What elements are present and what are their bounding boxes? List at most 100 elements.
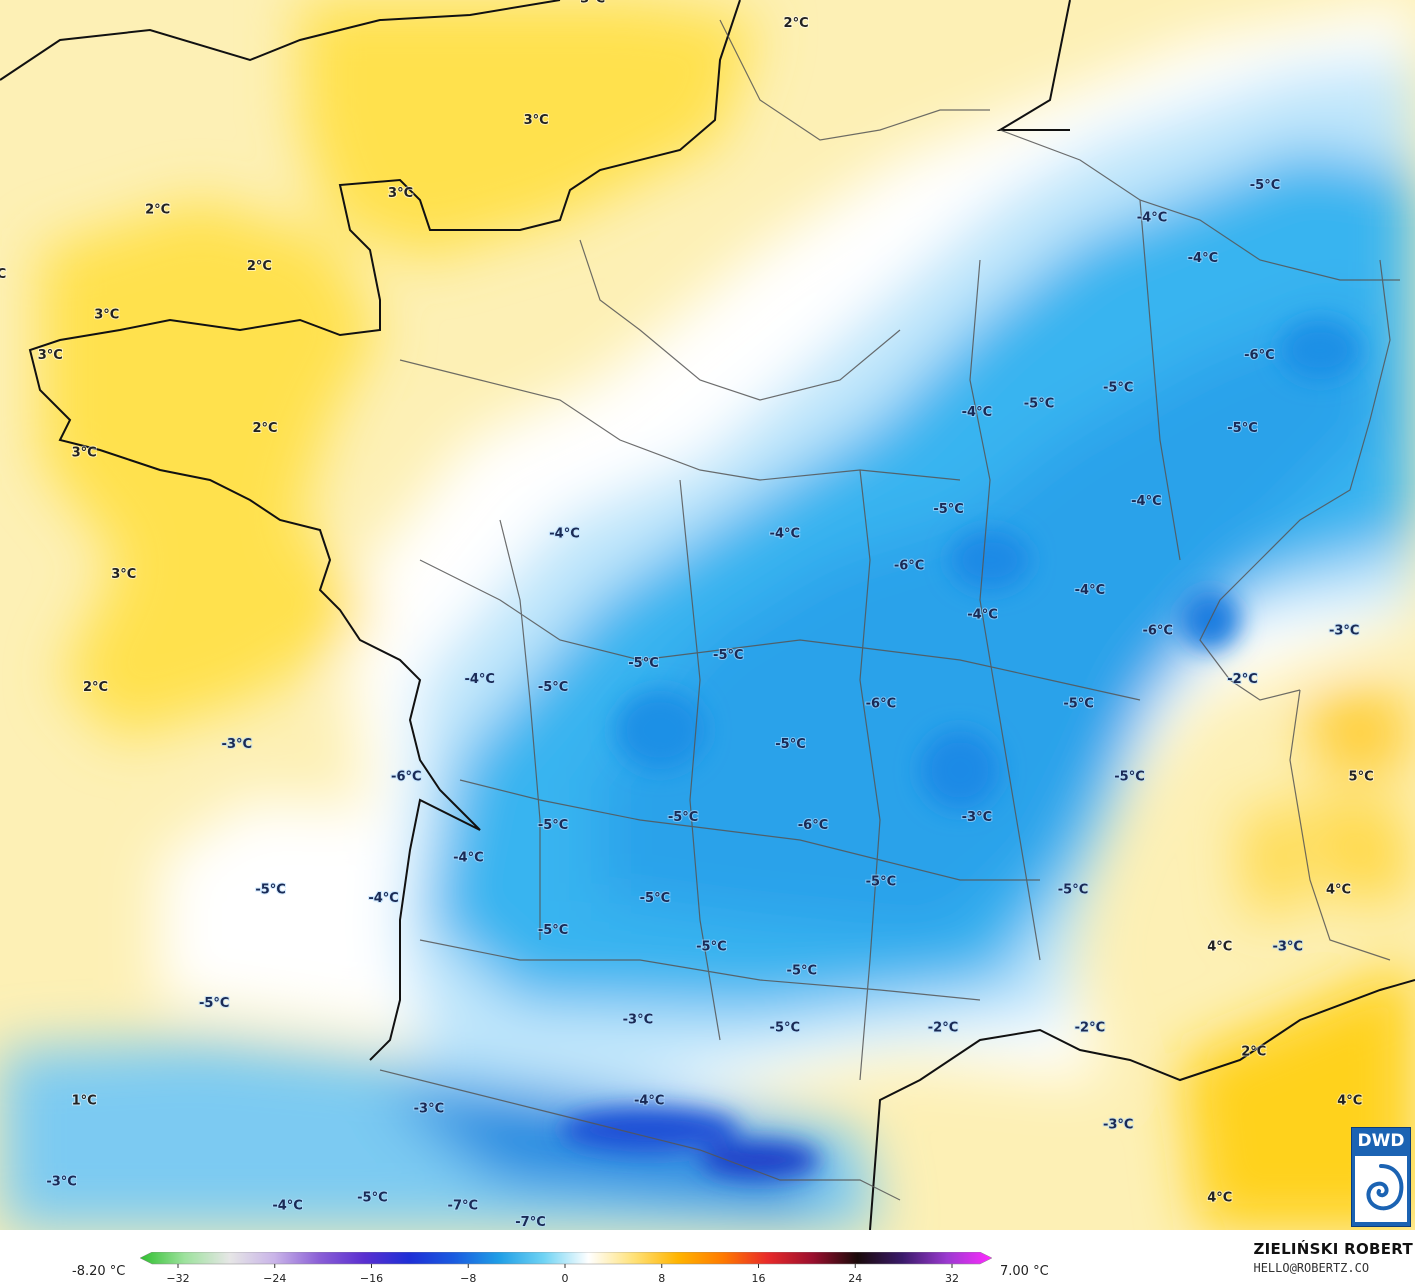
temperature-label: 3°C bbox=[94, 308, 119, 323]
temperature-label: -5°C bbox=[538, 923, 568, 938]
author-email: HELLO@ROBERTZ.CO bbox=[1253, 1261, 1370, 1275]
temperature-label: -5°C bbox=[713, 648, 743, 663]
temperature-label: -5°C bbox=[628, 656, 658, 671]
temperature-label: -4°C bbox=[549, 526, 579, 541]
temperature-label: -5°C bbox=[538, 818, 568, 833]
temperature-label: -4°C bbox=[770, 526, 800, 541]
colorbar-tick-label: 16 bbox=[752, 1272, 766, 1285]
temperature-label: -5°C bbox=[255, 883, 285, 898]
colorbar-tick-label: −16 bbox=[360, 1272, 383, 1285]
temperature-label: -5°C bbox=[1227, 421, 1257, 436]
temperature-label: 3°C bbox=[388, 186, 413, 201]
dwd-logo: DWD bbox=[1351, 1127, 1411, 1227]
dwd-logo-text: DWD bbox=[1352, 1128, 1410, 1154]
temperature-map: 2°C2°C3°C3°C2°C3°C2°C2°C3°C2°C2°C3°C2°C2… bbox=[0, 0, 1415, 1230]
colorbar-tick-label: −8 bbox=[460, 1272, 476, 1285]
scale-max-label: 7.00 °C bbox=[1000, 1264, 1049, 1279]
temperature-label: -4°C bbox=[1131, 494, 1161, 509]
temperature-label: -5°C bbox=[775, 737, 805, 752]
colorbar-ramp bbox=[140, 1252, 993, 1265]
temperature-label: -3°C bbox=[46, 1174, 76, 1189]
author-credit: ZIELIŃSKI ROBERT HELLO@ROBERTZ.CO bbox=[1253, 1240, 1413, 1275]
temperature-label: -3°C bbox=[623, 1012, 653, 1027]
temperature-label: -4°C bbox=[1188, 251, 1218, 266]
temperature-label: -4°C bbox=[1137, 210, 1167, 225]
colorbar-tick-label: −32 bbox=[166, 1272, 189, 1285]
temperature-label: -4°C bbox=[967, 607, 997, 622]
temperature-label: 3°C bbox=[72, 445, 97, 460]
temperature-label: 2°C bbox=[252, 421, 277, 436]
temperature-label: 2°C bbox=[784, 16, 809, 31]
temperature-label: -2°C bbox=[1227, 672, 1257, 687]
colorbar-tick-label: 32 bbox=[945, 1272, 959, 1285]
temperature-label: 2°C bbox=[145, 202, 170, 217]
temperature-label: -3°C bbox=[1329, 624, 1359, 639]
colorbar: −32 −24 −16 −8 0 8 16 24 32 bbox=[140, 1252, 993, 1285]
temperature-label: -4°C bbox=[1075, 583, 1105, 598]
temperature-label: 4°C bbox=[1337, 1093, 1362, 1108]
temperature-label: 3°C bbox=[38, 348, 63, 363]
colorbar-tick-label: 24 bbox=[848, 1272, 862, 1285]
temperature-label: -5°C bbox=[1024, 397, 1054, 412]
colorbar-tick-label: 8 bbox=[658, 1272, 665, 1285]
temperature-label: -5°C bbox=[357, 1191, 387, 1206]
temperature-label: -5°C bbox=[1063, 696, 1093, 711]
temperature-label: 5°C bbox=[1349, 769, 1374, 784]
temperature-label: -5°C bbox=[538, 680, 568, 695]
temperature-label: -5°C bbox=[770, 1020, 800, 1035]
temperature-label: -5°C bbox=[866, 875, 896, 890]
coastline bbox=[0, 0, 1415, 1230]
author-name: ZIELIŃSKI ROBERT bbox=[1253, 1240, 1413, 1258]
temperature-label: 3°C bbox=[111, 567, 136, 582]
temperature-label: -2°C bbox=[1075, 1020, 1105, 1035]
temperature-label: -5°C bbox=[1103, 381, 1133, 396]
temperature-label: -4°C bbox=[368, 891, 398, 906]
temperature-label: 2°C bbox=[0, 267, 6, 282]
temperature-label: 3°C bbox=[580, 0, 605, 7]
colorbar-tick-label: −24 bbox=[263, 1272, 286, 1285]
temperature-label: -3°C bbox=[1272, 939, 1302, 954]
temperature-label: -5°C bbox=[696, 939, 726, 954]
dwd-swirl-icon bbox=[1355, 1156, 1407, 1222]
temperature-label: -5°C bbox=[1058, 883, 1088, 898]
temperature-label: -6°C bbox=[798, 818, 828, 833]
temperature-label: -5°C bbox=[1114, 769, 1144, 784]
temperature-label: -6°C bbox=[866, 696, 896, 711]
temperature-label: -7°C bbox=[448, 1199, 478, 1214]
temperature-label: -4°C bbox=[272, 1199, 302, 1214]
temperature-label: -5°C bbox=[199, 996, 229, 1011]
temperature-label: -4°C bbox=[453, 850, 483, 865]
colorbar-ticks: −32 −24 −16 −8 0 8 16 24 32 bbox=[166, 1264, 959, 1285]
temperature-label: -6°C bbox=[894, 559, 924, 574]
temperature-labels: 2°C2°C3°C3°C2°C3°C2°C2°C3°C2°C2°C3°C2°C2… bbox=[0, 0, 1380, 1230]
temperature-label: -4°C bbox=[962, 405, 992, 420]
scale-min-label: -8.20 °C bbox=[72, 1264, 126, 1279]
temperature-label: -3°C bbox=[414, 1101, 444, 1116]
temperature-label: -5°C bbox=[668, 810, 698, 825]
colorbar-tick-label: 0 bbox=[562, 1272, 569, 1285]
temperature-label: -4°C bbox=[464, 672, 494, 687]
region-borders bbox=[379, 19, 1400, 1201]
temperature-field bbox=[0, 0, 1415, 1230]
temperature-label: -5°C bbox=[933, 502, 963, 517]
temperature-label: -4°C bbox=[634, 1093, 664, 1108]
cold-cores bbox=[560, 320, 1360, 1178]
temperature-label: -6°C bbox=[391, 769, 421, 784]
temperature-label: 4°C bbox=[1326, 883, 1351, 898]
map-canvas: 2°C2°C3°C3°C2°C3°C2°C2°C3°C2°C2°C3°C2°C2… bbox=[0, 0, 1415, 1230]
temperature-label: -7°C bbox=[515, 1215, 545, 1230]
temperature-label: 2°C bbox=[247, 259, 272, 274]
temperature-label: -3°C bbox=[222, 737, 252, 752]
temperature-label: -5°C bbox=[1250, 178, 1280, 193]
temperature-label: 1°C bbox=[72, 1093, 97, 1108]
temperature-label: -5°C bbox=[787, 964, 817, 979]
temperature-label: 3°C bbox=[524, 113, 549, 128]
temperature-label: -2°C bbox=[928, 1020, 958, 1035]
temperature-label: -3°C bbox=[962, 810, 992, 825]
temperature-label: 4°C bbox=[1207, 939, 1232, 954]
temperature-label: -3°C bbox=[1103, 1118, 1133, 1133]
temperature-label: -5°C bbox=[640, 891, 670, 906]
temperature-label: 2°C bbox=[1241, 1045, 1266, 1060]
temperature-label: -6°C bbox=[1142, 624, 1172, 639]
temperature-label: 2°C bbox=[83, 680, 108, 695]
